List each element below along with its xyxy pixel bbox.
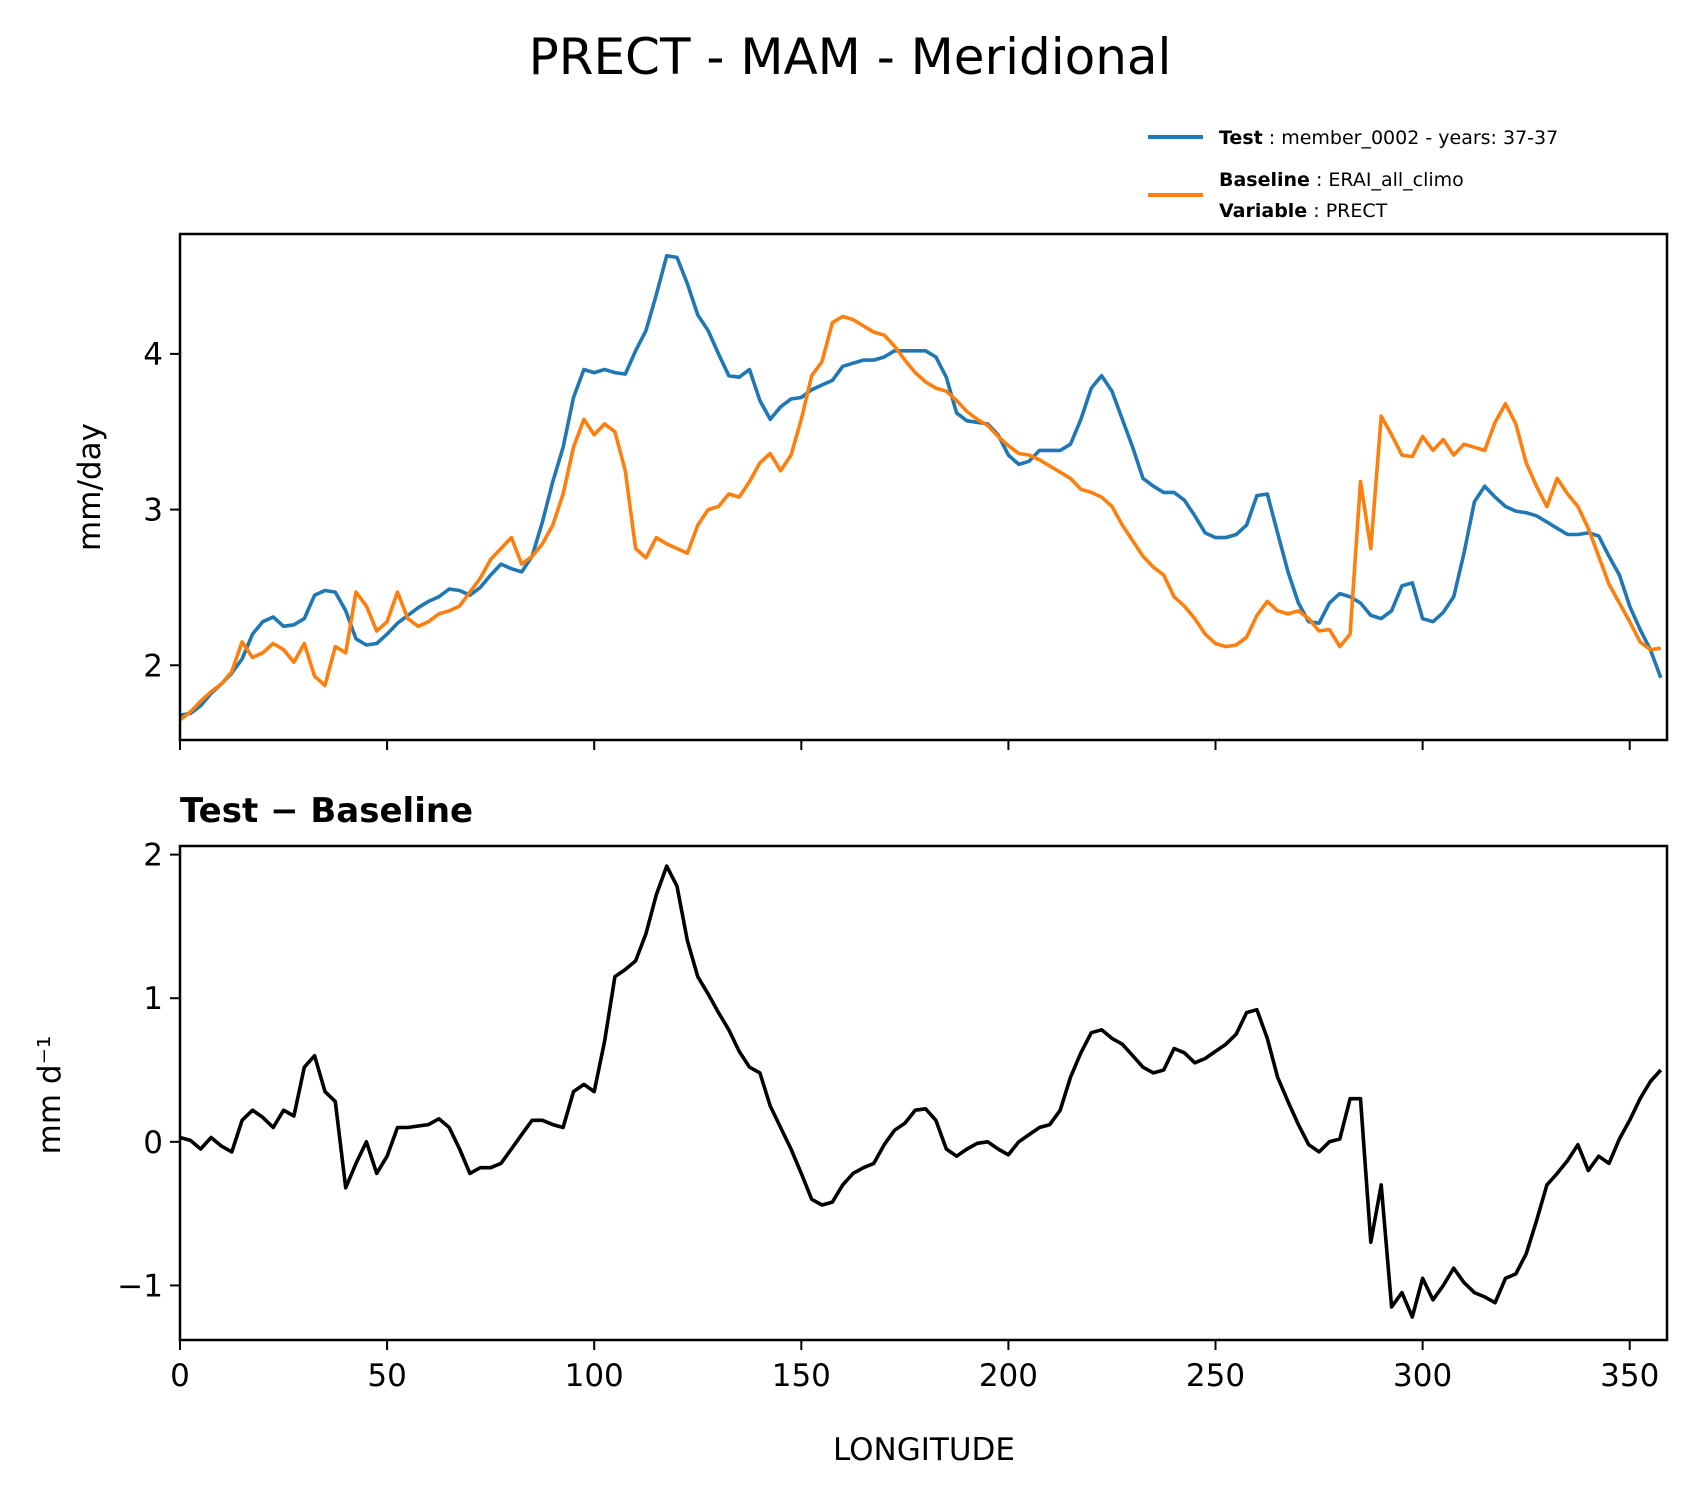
bottom-series-test-baseline	[179, 864, 1663, 1319]
bottom-x-tick-label: 150	[772, 1358, 831, 1394]
legend-variable-name: Variable	[1219, 200, 1307, 222]
bottom-series-group	[179, 864, 1663, 1319]
legend-baseline-sep: :	[1310, 169, 1328, 191]
legend-test-sep: :	[1263, 127, 1281, 149]
bottom-x-axis-label: LONGITUDE	[833, 1432, 1015, 1468]
bottom-y-axis-label: mm d⁻¹	[32, 1036, 68, 1155]
legend-variable-sep: :	[1307, 200, 1325, 222]
top-plot-frame	[178, 232, 1669, 742]
top-y-axis-label: mm/day	[72, 423, 108, 551]
legend-test-entry: Test : member_0002 - years: 37-37	[1219, 127, 1558, 149]
top-panel: 2 3 4 mm/day	[72, 232, 1669, 750]
bottom-ticks-group: 0 50 100 150 200 250 300 350 −1 0 1 2	[117, 838, 1659, 1394]
bottom-x-tick-label: 300	[1393, 1358, 1452, 1394]
legend: Test : member_0002 - years: 37-37 Baseli…	[1148, 127, 1558, 222]
legend-baseline-entry: Baseline : ERAI_all_climo	[1219, 169, 1464, 191]
bottom-y-tick-label: −1	[117, 1268, 163, 1304]
legend-baseline-name: Baseline	[1219, 169, 1310, 191]
top-series-group	[178, 254, 1663, 722]
bottom-y-tick-label: 1	[143, 981, 163, 1017]
legend-variable-value: PRECT	[1326, 200, 1388, 222]
figure-title: PRECT - MAM - Meridional	[529, 28, 1172, 86]
bottom-panel-title: Test − Baseline	[180, 791, 473, 831]
bottom-x-tick-label: 250	[1186, 1358, 1245, 1394]
bottom-x-tick-label: 100	[565, 1358, 624, 1394]
legend-test-value: member_0002 - years: 37-37	[1281, 127, 1558, 149]
bottom-x-tick-label: 200	[979, 1358, 1038, 1394]
legend-variable-entry: Variable : PRECT	[1219, 200, 1388, 222]
legend-baseline-value: ERAI_all_climo	[1328, 169, 1463, 191]
top-y-tick-label: 2	[143, 648, 163, 684]
top-series-baseline	[178, 314, 1662, 722]
bottom-panel: Test − Baseline 0 50 100 150 200 250 300 350−10…	[32, 791, 1669, 1468]
top-y-tick-label: 4	[143, 337, 163, 373]
bottom-x-tick-label: 50	[367, 1358, 406, 1394]
bottom-x-tick-label: 0	[170, 1358, 190, 1394]
legend-test-name: Test	[1219, 127, 1263, 149]
bottom-y-tick-label: 2	[143, 838, 163, 874]
top-series-test	[179, 254, 1663, 717]
top-ticks-group: 2 3 4	[143, 337, 1631, 750]
top-y-tick-label: 3	[143, 493, 163, 529]
bottom-y-tick-label: 0	[143, 1125, 163, 1161]
bottom-plot-frame	[178, 844, 1669, 1342]
bottom-x-tick-label: 350	[1600, 1358, 1659, 1394]
